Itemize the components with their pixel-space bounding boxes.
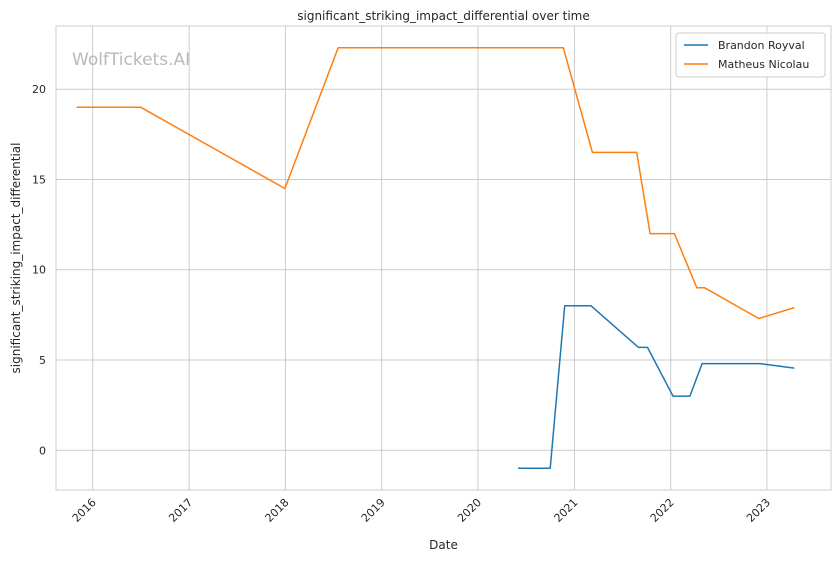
- watermark-text: WolfTickets.AI: [72, 50, 190, 70]
- series-line-brandon-royval: [518, 305, 795, 470]
- y-tick-label: 20: [32, 83, 46, 96]
- plot-area-frame: [55, 25, 832, 491]
- series-lines: [76, 46, 795, 470]
- y-tick-label: 10: [32, 264, 46, 277]
- x-axis-title: Date: [429, 538, 458, 552]
- y-tick-label: 5: [39, 354, 46, 367]
- y-tick-label: 0: [39, 444, 46, 457]
- y-axis-ticks: 0 5 10 15 20: [32, 83, 46, 457]
- legend-label-matheus-nicolau: Matheus Nicolau: [718, 58, 809, 71]
- legend-label-brandon-royval: Brandon Royval: [718, 39, 805, 52]
- chart-title: significant_striking_impact_differential…: [297, 9, 589, 23]
- legend: Brandon Royval Matheus Nicolau: [675, 32, 826, 78]
- series-line-matheus-nicolau: [76, 46, 795, 320]
- legend-box: [675, 32, 826, 78]
- y-axis-title: significant_striking_impact_differential: [9, 143, 23, 374]
- y-tick-label: 15: [32, 173, 46, 186]
- grid-lines: [56, 26, 831, 490]
